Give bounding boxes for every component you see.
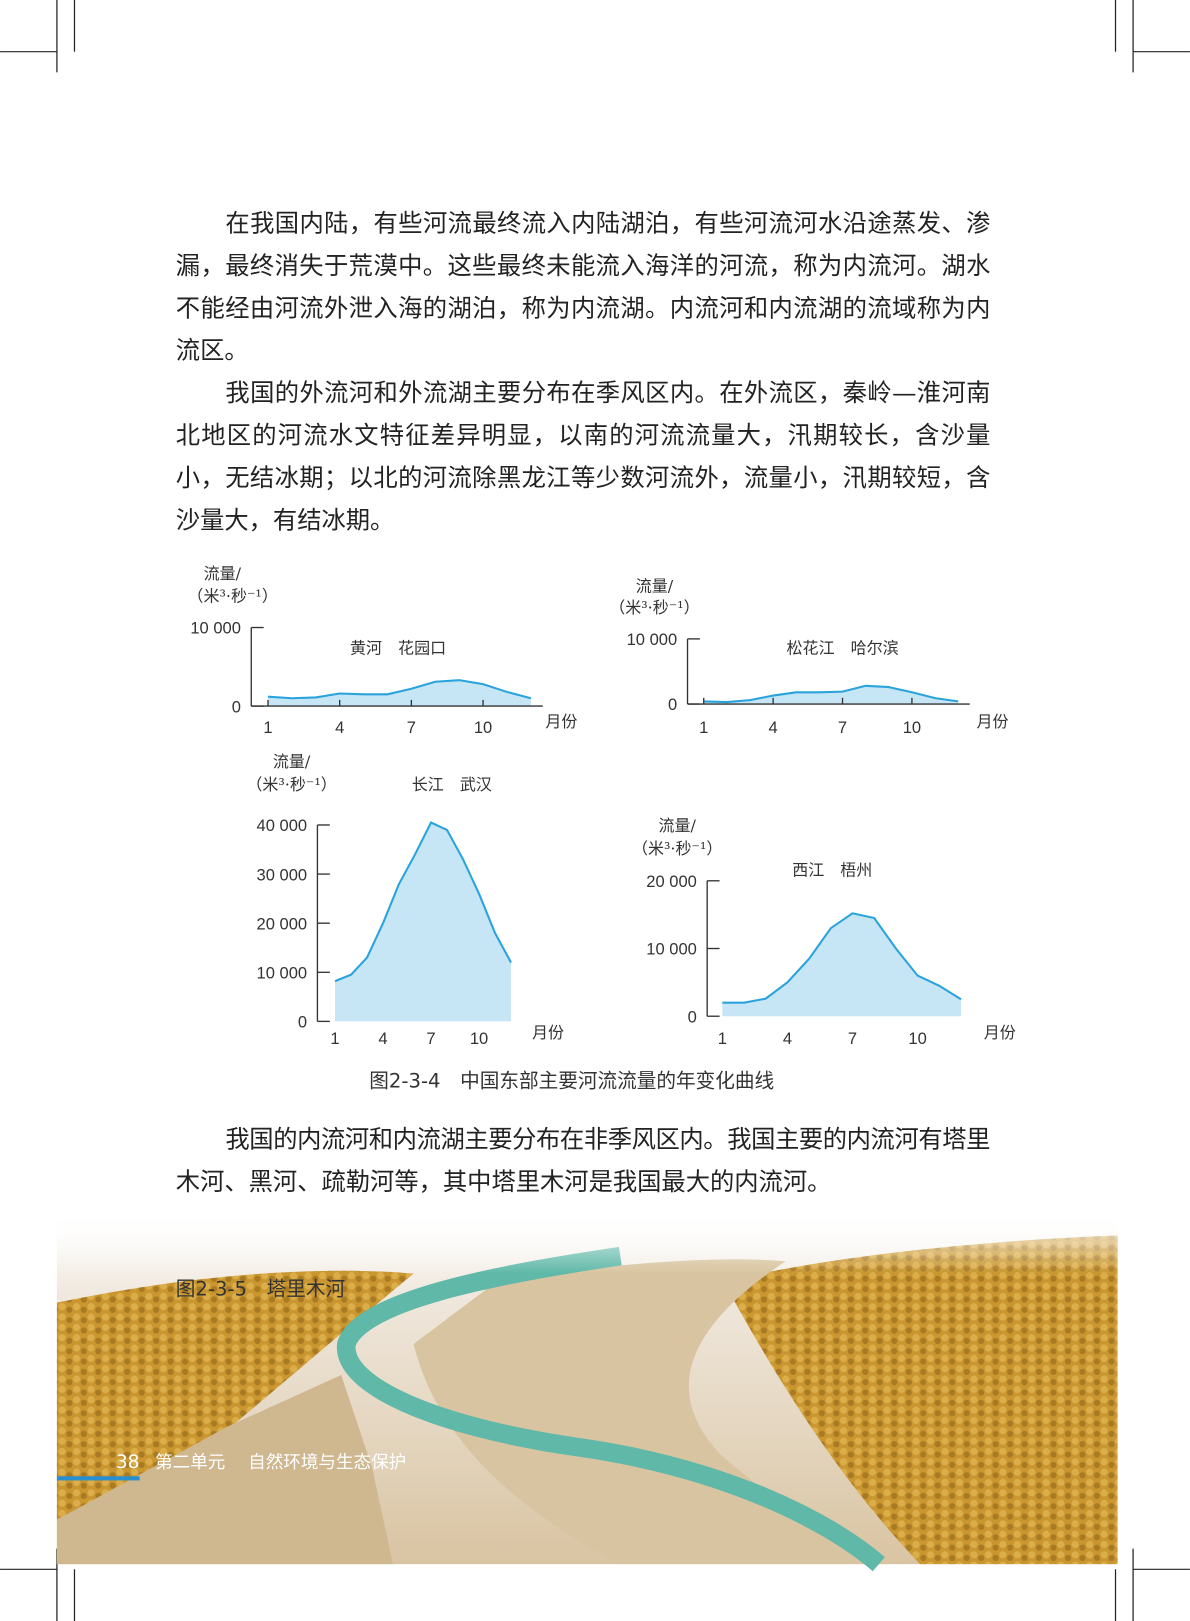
x-tick-label: 4 xyxy=(335,718,344,737)
area-line xyxy=(722,912,962,1004)
x-tick-label: 7 xyxy=(426,1029,435,1048)
y-tick-label: 0 xyxy=(298,1013,307,1032)
footer-topic: 自然环境与生态保护 xyxy=(248,1453,406,1473)
footer-page: 38 xyxy=(116,1452,140,1473)
y-axis-label: （米³·秒⁻¹） xyxy=(609,598,699,617)
y-tick-label: 10 000 xyxy=(627,630,678,649)
y-axis-label: （米³·秒⁻¹） xyxy=(632,839,722,858)
x-tick-label: 7 xyxy=(848,1029,857,1048)
chart-title: 黄河 花园口 xyxy=(350,638,446,657)
paragraph-line: 不能经由河流外泄入海的湖泊，称为内流湖。内流河和内流湖的流域称为内 xyxy=(176,293,991,322)
x-tick-label: 10 xyxy=(470,1029,488,1048)
y-tick-label: 20 000 xyxy=(257,914,308,933)
photo-caption: 图2-3-5 塔里木河 xyxy=(176,1277,345,1300)
x-tick-label: 10 xyxy=(903,718,921,737)
paragraph-line: 小，无结冰期；以北的河流除黑龙江等少数河流外，流量小，汛期较短，含 xyxy=(176,463,991,492)
y-tick-label: 0 xyxy=(232,697,241,716)
y-axis-label: 流量/ xyxy=(636,576,674,595)
x-axis-label: 月份 xyxy=(545,712,577,731)
chart-title: 长江 武汉 xyxy=(412,775,492,794)
x-tick-label: 10 xyxy=(908,1029,926,1048)
x-tick-label: 4 xyxy=(378,1029,387,1048)
x-axis-label: 月份 xyxy=(984,1023,1016,1042)
area-line xyxy=(334,821,512,983)
y-tick-label: 0 xyxy=(668,695,677,714)
x-tick-label: 7 xyxy=(838,718,847,737)
chart-title: 西江 梧州 xyxy=(792,861,872,880)
area xyxy=(703,685,959,705)
y-axis-label: 流量/ xyxy=(273,752,311,771)
y-tick-label: 10 000 xyxy=(646,940,697,959)
chart-title: 松花江 哈尔滨 xyxy=(787,638,899,657)
photo xyxy=(56,1211,1118,1572)
x-tick-label: 1 xyxy=(718,1029,727,1048)
paragraph-line: 漏，最终消失于荒漠中。这些最终未能流入海洋的河流，称为内流河。湖水 xyxy=(176,251,991,280)
y-axis-label: （米³·秒⁻¹） xyxy=(246,775,336,794)
y-tick-label: 40 000 xyxy=(257,816,308,835)
paragraph-line: 在我国内陆，有些河流最终流入内陆湖泊，有些河流河水沿途蒸发、渗 xyxy=(225,209,990,238)
x-tick-label: 1 xyxy=(263,718,272,737)
x-axis-label: 月份 xyxy=(532,1023,564,1042)
y-axis-label: 流量/ xyxy=(658,816,696,835)
paragraph-line: 我国的外流河和外流湖主要分布在季风区内。在外流区，秦岭—淮河南 xyxy=(225,378,990,407)
y-axis-label: 流量/ xyxy=(204,564,242,583)
y-tick-label: 30 000 xyxy=(257,865,308,884)
y-tick-label: 20 000 xyxy=(646,872,697,891)
area xyxy=(267,680,531,707)
area xyxy=(335,822,512,1022)
x-tick-label: 1 xyxy=(699,718,708,737)
area xyxy=(722,913,961,1017)
y-axis-label: （米³·秒⁻¹） xyxy=(187,587,277,606)
x-tick-label: 10 xyxy=(474,718,492,737)
area-line xyxy=(703,684,959,704)
figure-caption: 图2-3-4 中国东部主要河流流量的年变化曲线 xyxy=(369,1070,774,1093)
paragraph-line: 我国的内流河和内流湖主要分布在非季风区内。我国主要的内流河有塔里 xyxy=(225,1125,990,1154)
y-tick-label: 10 000 xyxy=(257,963,308,982)
x-axis-label: 月份 xyxy=(976,712,1008,731)
paragraph-line: 沙量大，有结冰期。 xyxy=(176,505,395,534)
y-tick-label: 0 xyxy=(688,1007,697,1026)
paragraph-line: 木河、黑河、疏勒河等，其中塔里木河是我国最大的内流河。 xyxy=(176,1167,832,1196)
x-tick-label: 4 xyxy=(769,718,778,737)
x-tick-label: 7 xyxy=(407,718,416,737)
y-tick-label: 10 000 xyxy=(190,619,241,638)
paragraph-line: 流区。 xyxy=(176,336,249,365)
footer-unit: 第二单元 xyxy=(155,1453,225,1473)
area-line xyxy=(267,679,532,700)
x-tick-label: 1 xyxy=(330,1029,339,1048)
paragraph-line: 北地区的河流水文特征差异明显，以南的河流流量大，汛期较长，含沙量 xyxy=(176,421,991,450)
x-tick-label: 4 xyxy=(783,1029,792,1048)
